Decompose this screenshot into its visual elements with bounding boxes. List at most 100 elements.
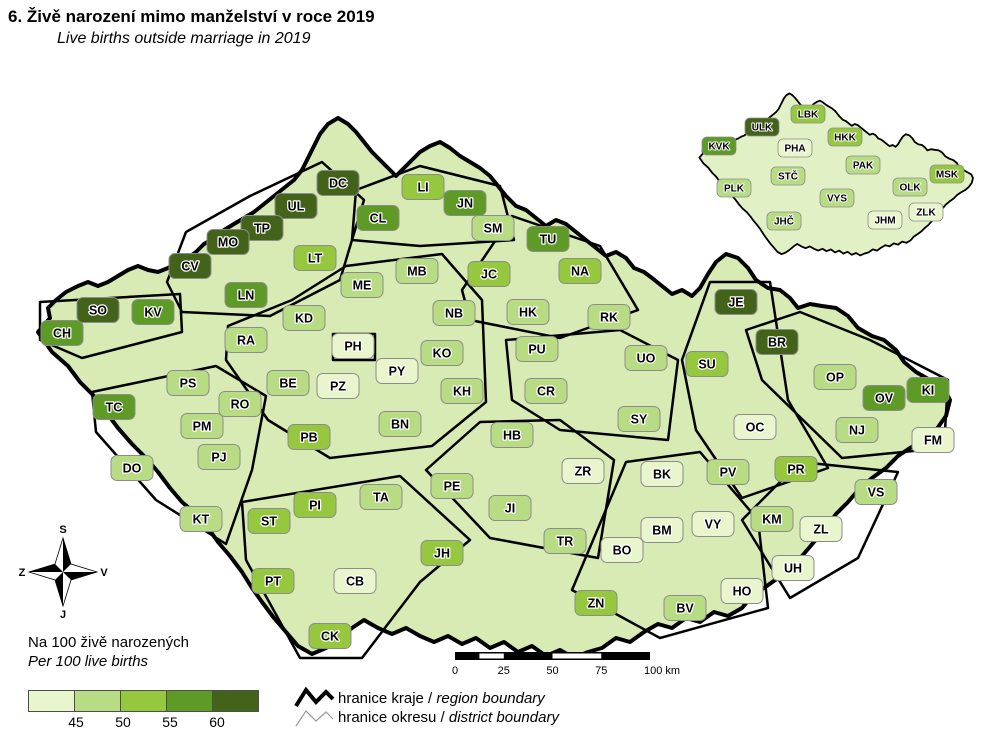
inset-region-STČ: STČ — [770, 166, 806, 186]
district-CL: CL — [356, 205, 400, 231]
district-RK: RK — [587, 304, 631, 330]
district-shape-ST — [247, 508, 291, 534]
district-shape-BO — [600, 537, 644, 563]
district-shape-CL — [356, 205, 400, 231]
district-code-NJ: NJ — [849, 424, 865, 438]
district-shape-TU — [526, 226, 570, 252]
district-code-KI: KI — [922, 384, 935, 398]
district-code-JC: JC — [481, 268, 497, 282]
district-shape-TA — [359, 484, 403, 510]
district-code-ME: ME — [353, 279, 372, 293]
district-DO: DO — [110, 455, 154, 481]
district-LI: LI — [401, 174, 445, 200]
district-OV: OV — [862, 385, 906, 411]
district-code-UH: UH — [784, 562, 802, 576]
district-shape-DC — [316, 170, 360, 196]
legend-swatch-3 — [120, 690, 167, 712]
scale-tick-75: 75 — [595, 665, 607, 677]
inset-region-shape-STČ — [770, 166, 806, 186]
district-shape-RK — [587, 304, 631, 330]
district-CH: CH — [40, 320, 84, 346]
district-code-SM: SM — [484, 222, 503, 236]
district-shape-ME — [340, 272, 384, 298]
district-KM: KM — [750, 506, 794, 532]
region-boundary-plk — [90, 364, 268, 546]
district-code-SU: SU — [698, 358, 715, 372]
district-shape-BV — [663, 595, 707, 621]
district-shape-KD — [282, 305, 326, 331]
district-code-DO: DO — [123, 462, 142, 476]
district-shape-TR — [543, 528, 587, 554]
district-code-KM: KM — [762, 513, 781, 527]
district-code-PV: PV — [720, 466, 737, 480]
district-ZL: ZL — [799, 516, 843, 542]
district-SU: SU — [685, 351, 729, 377]
district-shape-BM — [640, 517, 684, 543]
district-TP: TP — [240, 215, 284, 241]
district-shape-CK — [308, 623, 352, 649]
legend-break-50: 50 — [115, 714, 131, 730]
district-shape-UH — [771, 555, 815, 581]
district-code-HB: HB — [503, 429, 521, 443]
inset-region-PAK: PAK — [845, 155, 881, 175]
district-PR: PR — [774, 456, 818, 482]
district-code-FM: FM — [924, 434, 942, 448]
district-shape-PB — [287, 424, 331, 450]
district-UL: UL — [274, 193, 318, 219]
district-shape-LT — [293, 245, 337, 271]
district-shape-CH — [40, 320, 84, 346]
district-JC: JC — [467, 261, 511, 287]
inset-region-shape-LBK — [790, 104, 826, 124]
legend-title-czech: Na 100 živě narozených — [28, 634, 189, 651]
district-CB: CB — [333, 568, 377, 594]
district-code-UO: UO — [637, 352, 656, 366]
region-boundary-olk — [680, 280, 830, 500]
district-shape-SM — [471, 215, 515, 241]
inset-region-code-PLK: PLK — [724, 184, 745, 195]
district-SO: SO — [76, 297, 120, 323]
inset-region-KVK: KVK — [701, 136, 737, 156]
district-shape-JN — [443, 190, 487, 216]
district-code-HK: HK — [519, 306, 537, 320]
inset-region-shape-PHA — [777, 138, 813, 158]
district-code-ZR: ZR — [575, 465, 592, 479]
district-shape-PZ — [316, 373, 360, 399]
district-code-UL: UL — [288, 200, 305, 214]
scale-bar: 0 25 50 75 100 km — [452, 652, 680, 677]
district-code-BN: BN — [391, 418, 409, 432]
district-shape-ZN — [574, 590, 618, 616]
region-boundary-label-cs: hranice kraje / — [338, 690, 436, 707]
inset-region-shape-VYS — [819, 188, 855, 208]
legend-break-60: 60 — [209, 714, 225, 730]
region-boundary-sample-line — [294, 686, 335, 708]
district-NJ: NJ — [835, 417, 879, 443]
district-JI: JI — [488, 495, 532, 521]
district-KV: KV — [131, 299, 175, 325]
scale-tick-100km: 100 km — [644, 665, 680, 677]
inset-region-shape-PLK — [716, 178, 752, 198]
compass-rose: S V J Z — [19, 524, 109, 621]
district-code-ZN: ZN — [588, 597, 605, 611]
district-code-BR: BR — [768, 336, 786, 350]
district-ZN: ZN — [574, 590, 618, 616]
district-shape-OC — [733, 414, 777, 440]
district-TC: TC — [92, 394, 136, 420]
boundary-legend: hranice kraje / region boundary hranice … — [294, 686, 560, 727]
district-shape-BE — [266, 370, 310, 396]
district-MO: MO — [206, 229, 250, 255]
district-CR: CR — [524, 378, 568, 404]
district-PE: PE — [430, 473, 474, 499]
district-VS: VS — [854, 479, 898, 505]
district-code-PB: PB — [300, 431, 317, 445]
district-shape-UL — [274, 193, 318, 219]
inset-region-shape-JHM — [867, 210, 903, 230]
district-code-VY: VY — [705, 518, 722, 532]
district-ST: ST — [247, 508, 291, 534]
district-KO: KO — [420, 340, 464, 366]
district-VY: VY — [691, 511, 735, 537]
district-code-NA: NA — [571, 265, 589, 279]
inset-region-code-PHA: PHA — [784, 144, 805, 155]
inset-region-code-JHM: JHM — [874, 216, 895, 227]
scale-bar-white-segment — [479, 653, 504, 659]
inset-region-shape-ULK — [744, 117, 780, 137]
